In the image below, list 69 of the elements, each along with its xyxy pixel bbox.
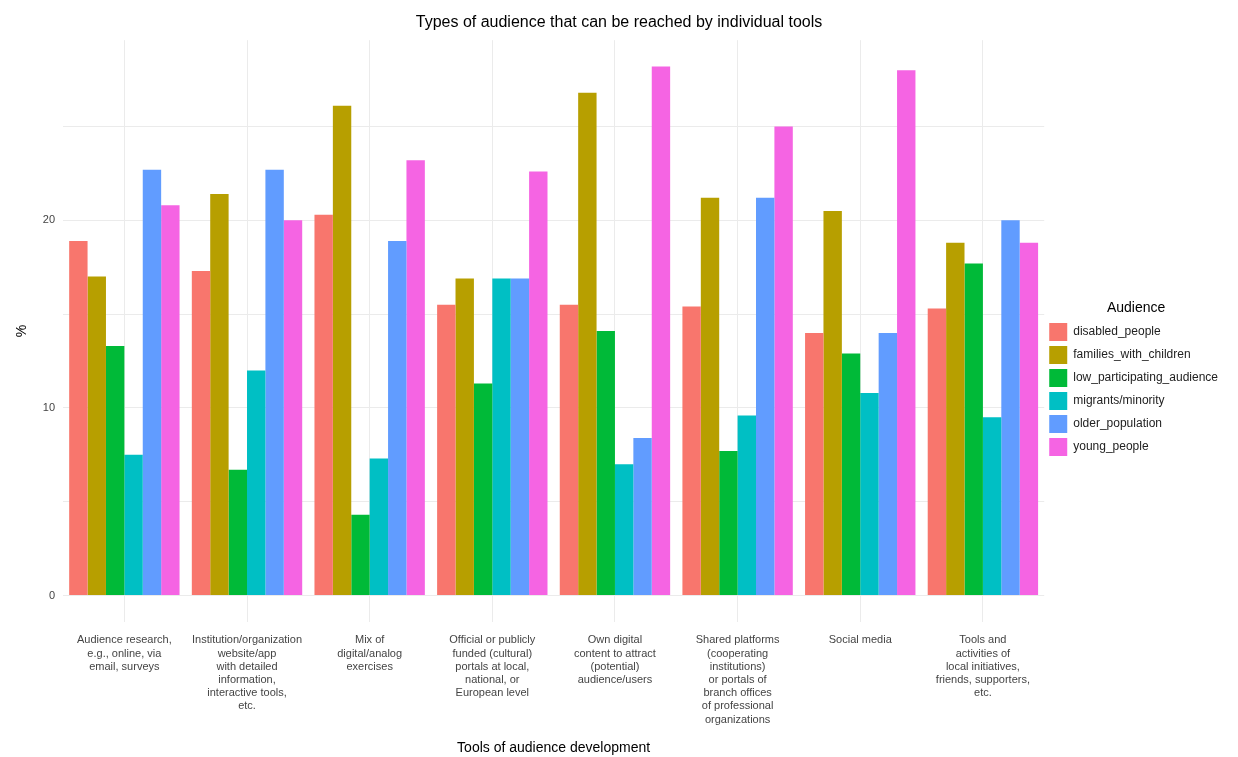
legend-title: Audience xyxy=(1106,298,1166,315)
bar xyxy=(142,169,162,596)
x-tick-label: Institution/organization website/app with detailed information, interactive tools, etc. xyxy=(191,633,303,712)
bar xyxy=(651,66,671,596)
x-tick-label: Mix of digital/analog exercises xyxy=(337,633,403,672)
bar xyxy=(210,194,229,596)
y-tick-label: 20 xyxy=(42,213,56,226)
bar xyxy=(614,464,634,596)
bar xyxy=(529,171,548,596)
legend-label: migrants/minority xyxy=(1073,393,1165,408)
bar xyxy=(69,240,88,596)
bar xyxy=(860,392,879,596)
bar xyxy=(596,331,615,596)
bar xyxy=(455,278,474,596)
bar xyxy=(351,514,370,596)
y-axis-title: % xyxy=(13,324,30,338)
bar xyxy=(682,306,701,596)
x-tick-label: Shared platforms (cooperating institutions) or portals of branch offices of professional organizations xyxy=(695,633,780,725)
bar xyxy=(228,469,248,596)
bar xyxy=(492,278,511,596)
bar xyxy=(841,353,861,596)
bar xyxy=(927,308,947,596)
bar xyxy=(700,197,720,596)
y-tick-label: 0 xyxy=(48,588,56,601)
x-tick-label: Tools and activities of local initiatives, friends, supporters, etc. xyxy=(935,633,1030,699)
bar xyxy=(369,458,389,596)
bar xyxy=(805,332,824,596)
bar xyxy=(473,383,493,596)
x-tick-label: Own digital content to attract (potential) audience/users xyxy=(573,633,656,686)
bar xyxy=(823,210,842,596)
legend-label: disabled_people xyxy=(1073,324,1161,339)
bar xyxy=(105,346,125,596)
bar xyxy=(265,169,284,596)
bar xyxy=(774,126,793,596)
bar xyxy=(946,242,965,596)
y-tick-label: 10 xyxy=(42,400,56,413)
bar xyxy=(1001,220,1020,596)
bar xyxy=(314,214,333,596)
x-tick-label: Audience research, e.g., online, via email, surveys xyxy=(76,633,172,672)
bar xyxy=(161,205,180,596)
bar xyxy=(982,417,1002,596)
x-tick-label: Official or publicly funded (cultural) portals at local, national, or European level xyxy=(449,633,536,699)
bar xyxy=(388,240,407,596)
legend-label: young_people xyxy=(1073,439,1149,454)
bar xyxy=(878,332,898,596)
bar xyxy=(1019,242,1039,596)
bar xyxy=(578,92,597,596)
bar xyxy=(559,304,579,596)
x-tick-label: Social media xyxy=(828,633,893,646)
legend-label: families_with_children xyxy=(1073,347,1191,362)
bar xyxy=(719,451,738,596)
bar xyxy=(87,276,106,596)
bar xyxy=(332,105,352,596)
chart-title: Types of audience that can be reached by individual tools xyxy=(415,13,823,31)
bar xyxy=(964,263,983,596)
bar xyxy=(437,304,456,596)
legend-label: older_population xyxy=(1073,416,1162,431)
bar xyxy=(247,370,266,596)
bar xyxy=(124,454,143,596)
bar xyxy=(756,197,775,596)
bar xyxy=(283,220,303,596)
bar xyxy=(633,437,652,596)
legend-label: low_participating_audience xyxy=(1073,370,1219,385)
x-axis-title: Tools of audience development xyxy=(457,739,651,756)
bar xyxy=(191,270,211,596)
bar xyxy=(510,278,530,596)
bar xyxy=(737,415,757,596)
bar xyxy=(897,70,916,596)
bar xyxy=(406,160,425,596)
